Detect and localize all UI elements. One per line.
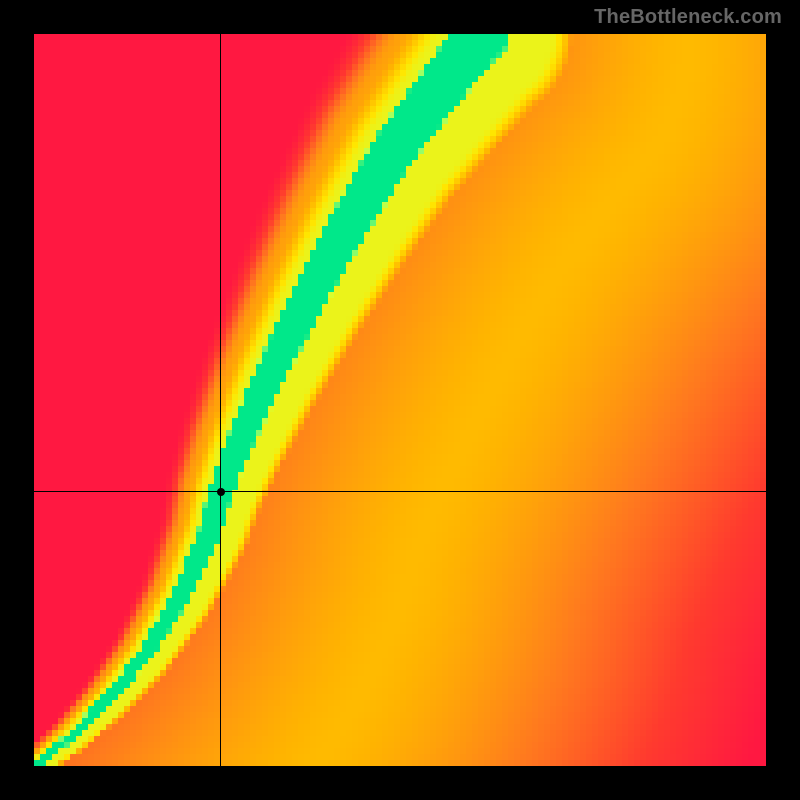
chart-container: TheBottleneck.com (0, 0, 800, 800)
heatmap-canvas (34, 34, 766, 766)
heatmap-plot (34, 34, 766, 766)
watermark-text: TheBottleneck.com (594, 6, 782, 29)
